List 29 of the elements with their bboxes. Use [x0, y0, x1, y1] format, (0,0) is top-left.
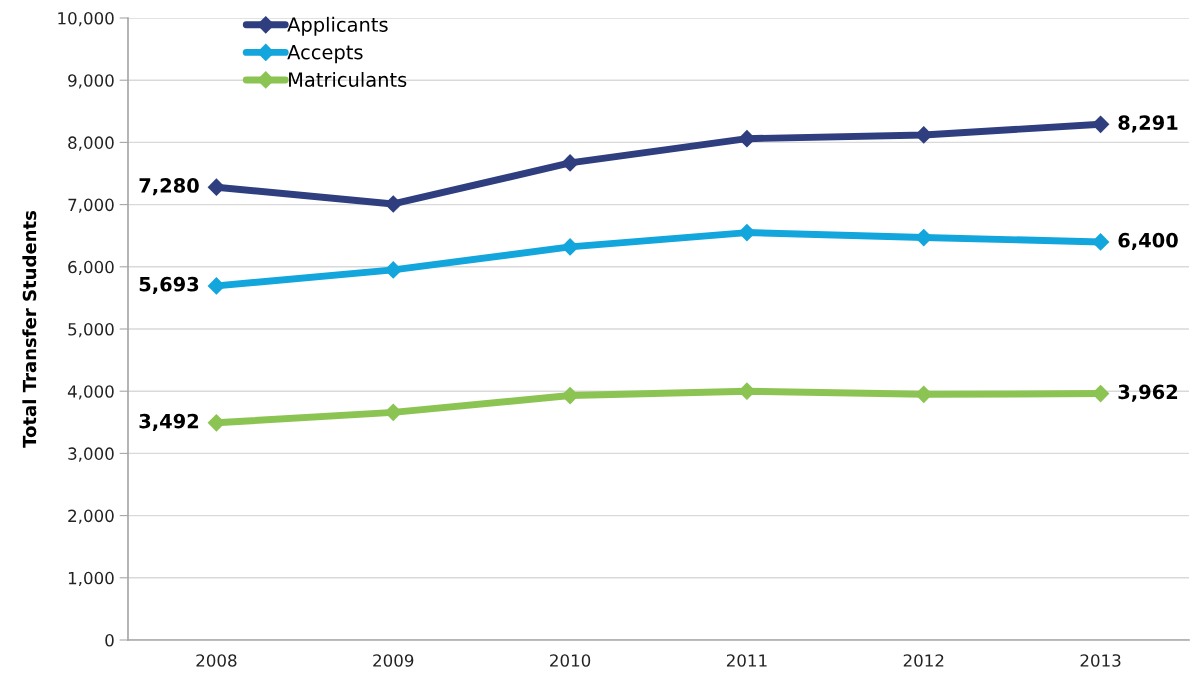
data-label: 6,400	[1118, 232, 1178, 251]
data-label: 3,962	[1118, 384, 1178, 402]
legend-label: Matriculants	[289, 71, 407, 88]
x-tick-label: 2013	[1080, 654, 1121, 667]
legend-label: Applicants	[287, 16, 388, 36]
x-tick-label: 2008	[196, 654, 237, 667]
data-label: 7,280	[139, 178, 199, 196]
y-tick-label: 6,000	[68, 260, 114, 276]
y-axis-title: Total Transfer Students	[22, 210, 37, 448]
legend-label: Accepts	[287, 45, 363, 64]
point	[561, 238, 579, 256]
data-label: 5,693	[139, 276, 199, 295]
data-label: 3,492	[139, 413, 199, 431]
y-tick-label: 8,000	[68, 136, 114, 151]
x-tick-label: 2009	[373, 654, 414, 667]
x-tick-label: 2010	[550, 654, 591, 667]
point	[561, 154, 579, 172]
y-tick-label: 1,000	[68, 571, 114, 587]
y-tick-label: 2,000	[68, 509, 114, 524]
data-label: 8,291	[1118, 115, 1178, 133]
x-tick-label: 2011	[726, 654, 767, 667]
y-tick-label: 10,000	[58, 11, 114, 27]
y-tick-label: 0	[105, 633, 114, 647]
y-tick-label: 5,000	[68, 322, 114, 338]
y-tick-label: 4,000	[67, 385, 114, 400]
y-tick-label: 9,000	[68, 74, 114, 89]
y-tick-label: 7,000	[68, 198, 114, 213]
x-tick-label: 2012	[903, 654, 944, 667]
y-tick-label: 3,000	[68, 447, 114, 462]
